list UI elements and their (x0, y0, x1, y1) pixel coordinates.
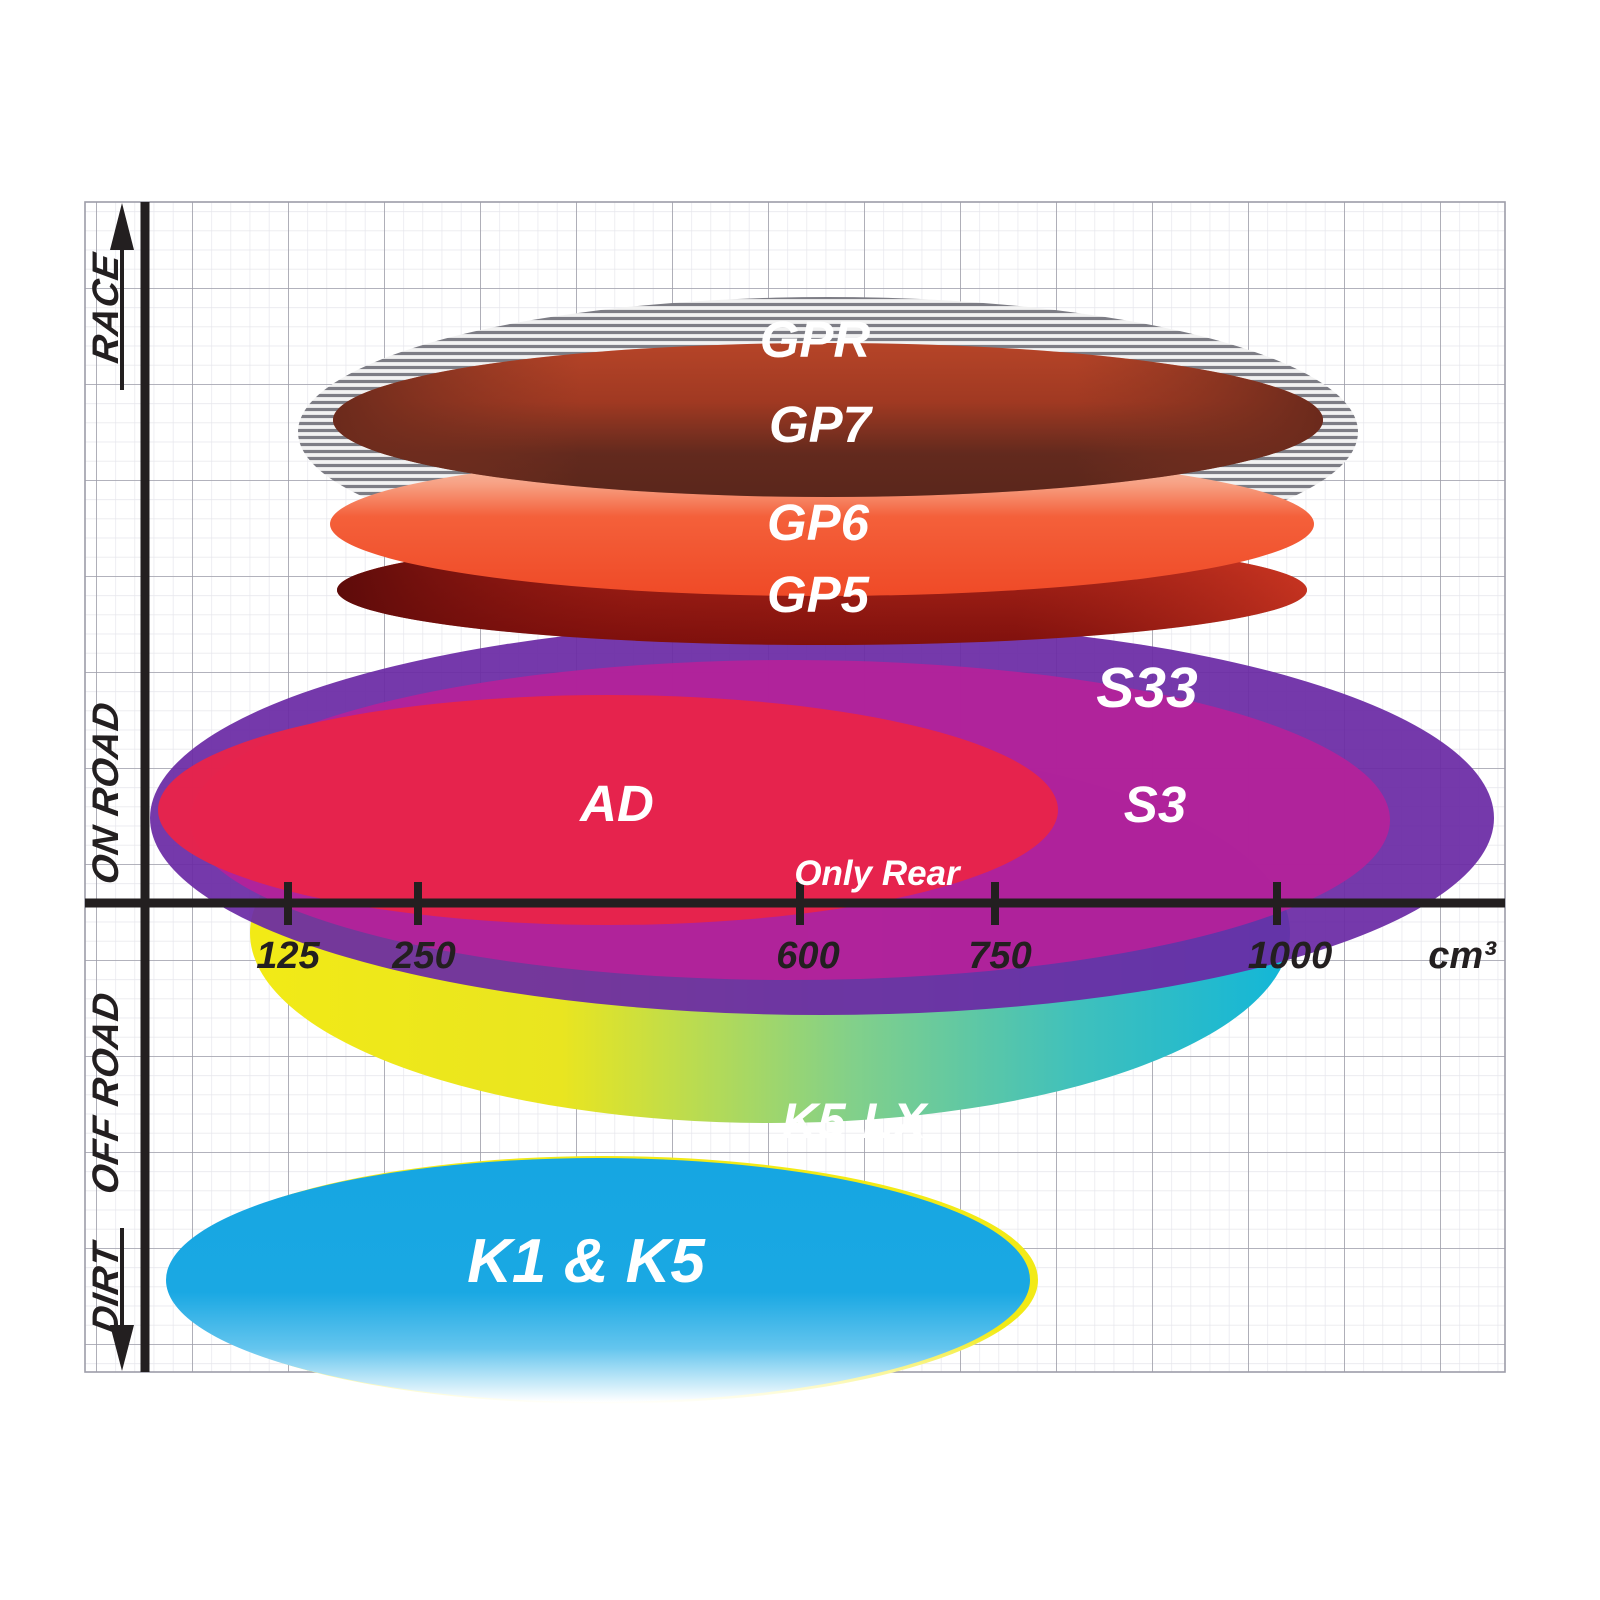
label-k1k5: K1 & K5 (467, 1227, 706, 1296)
x-axis-unit-label: cm³ (1428, 935, 1497, 977)
x-tick-600: 600 (776, 935, 839, 977)
y-label-dirt: DIRT (84, 1237, 126, 1336)
y-label-off-road: OFF ROAD (84, 989, 126, 1197)
series-gp6 (330, 452, 1314, 596)
label-gpr: GPR (760, 311, 871, 368)
race-arrow-icon (110, 203, 134, 390)
x-tick-125: 125 (256, 935, 320, 977)
label-gp6: GP6 (767, 494, 870, 551)
label-only-rear: Only Rear (794, 854, 962, 893)
y-label-on-road: ON ROAD (84, 698, 126, 887)
chart-axes (85, 202, 1505, 1372)
label-ad: AD (578, 775, 654, 832)
label-gp5: GP5 (767, 566, 870, 623)
x-tick-1000: 1000 (1248, 935, 1333, 977)
series-k1k5 (166, 1156, 1038, 1404)
x-axis-tick-labels: 125 250 600 750 1000 cm³ (256, 935, 1497, 977)
label-k5lx: K5-LX (782, 1093, 929, 1149)
label-s33: S33 (1096, 656, 1198, 720)
series-ad (158, 695, 1058, 925)
y-label-race: RACE (84, 250, 126, 366)
label-gp7: GP7 (769, 396, 874, 453)
dirt-arrow-icon (110, 1228, 134, 1371)
x-tick-250: 250 (391, 935, 455, 977)
x-tick-750: 750 (968, 935, 1031, 977)
y-axis-labels: RACE ON ROAD OFF ROAD DIRT (84, 250, 126, 1337)
series-gp7 (333, 343, 1323, 497)
label-s3: S3 (1124, 776, 1186, 833)
chart-plot-area (150, 297, 1494, 1404)
series-labels: GPR GP7 GP6 GP5 S33 S3 AD Only Rear K5-L… (467, 311, 1198, 1296)
x-axis-ticks (284, 882, 1281, 925)
